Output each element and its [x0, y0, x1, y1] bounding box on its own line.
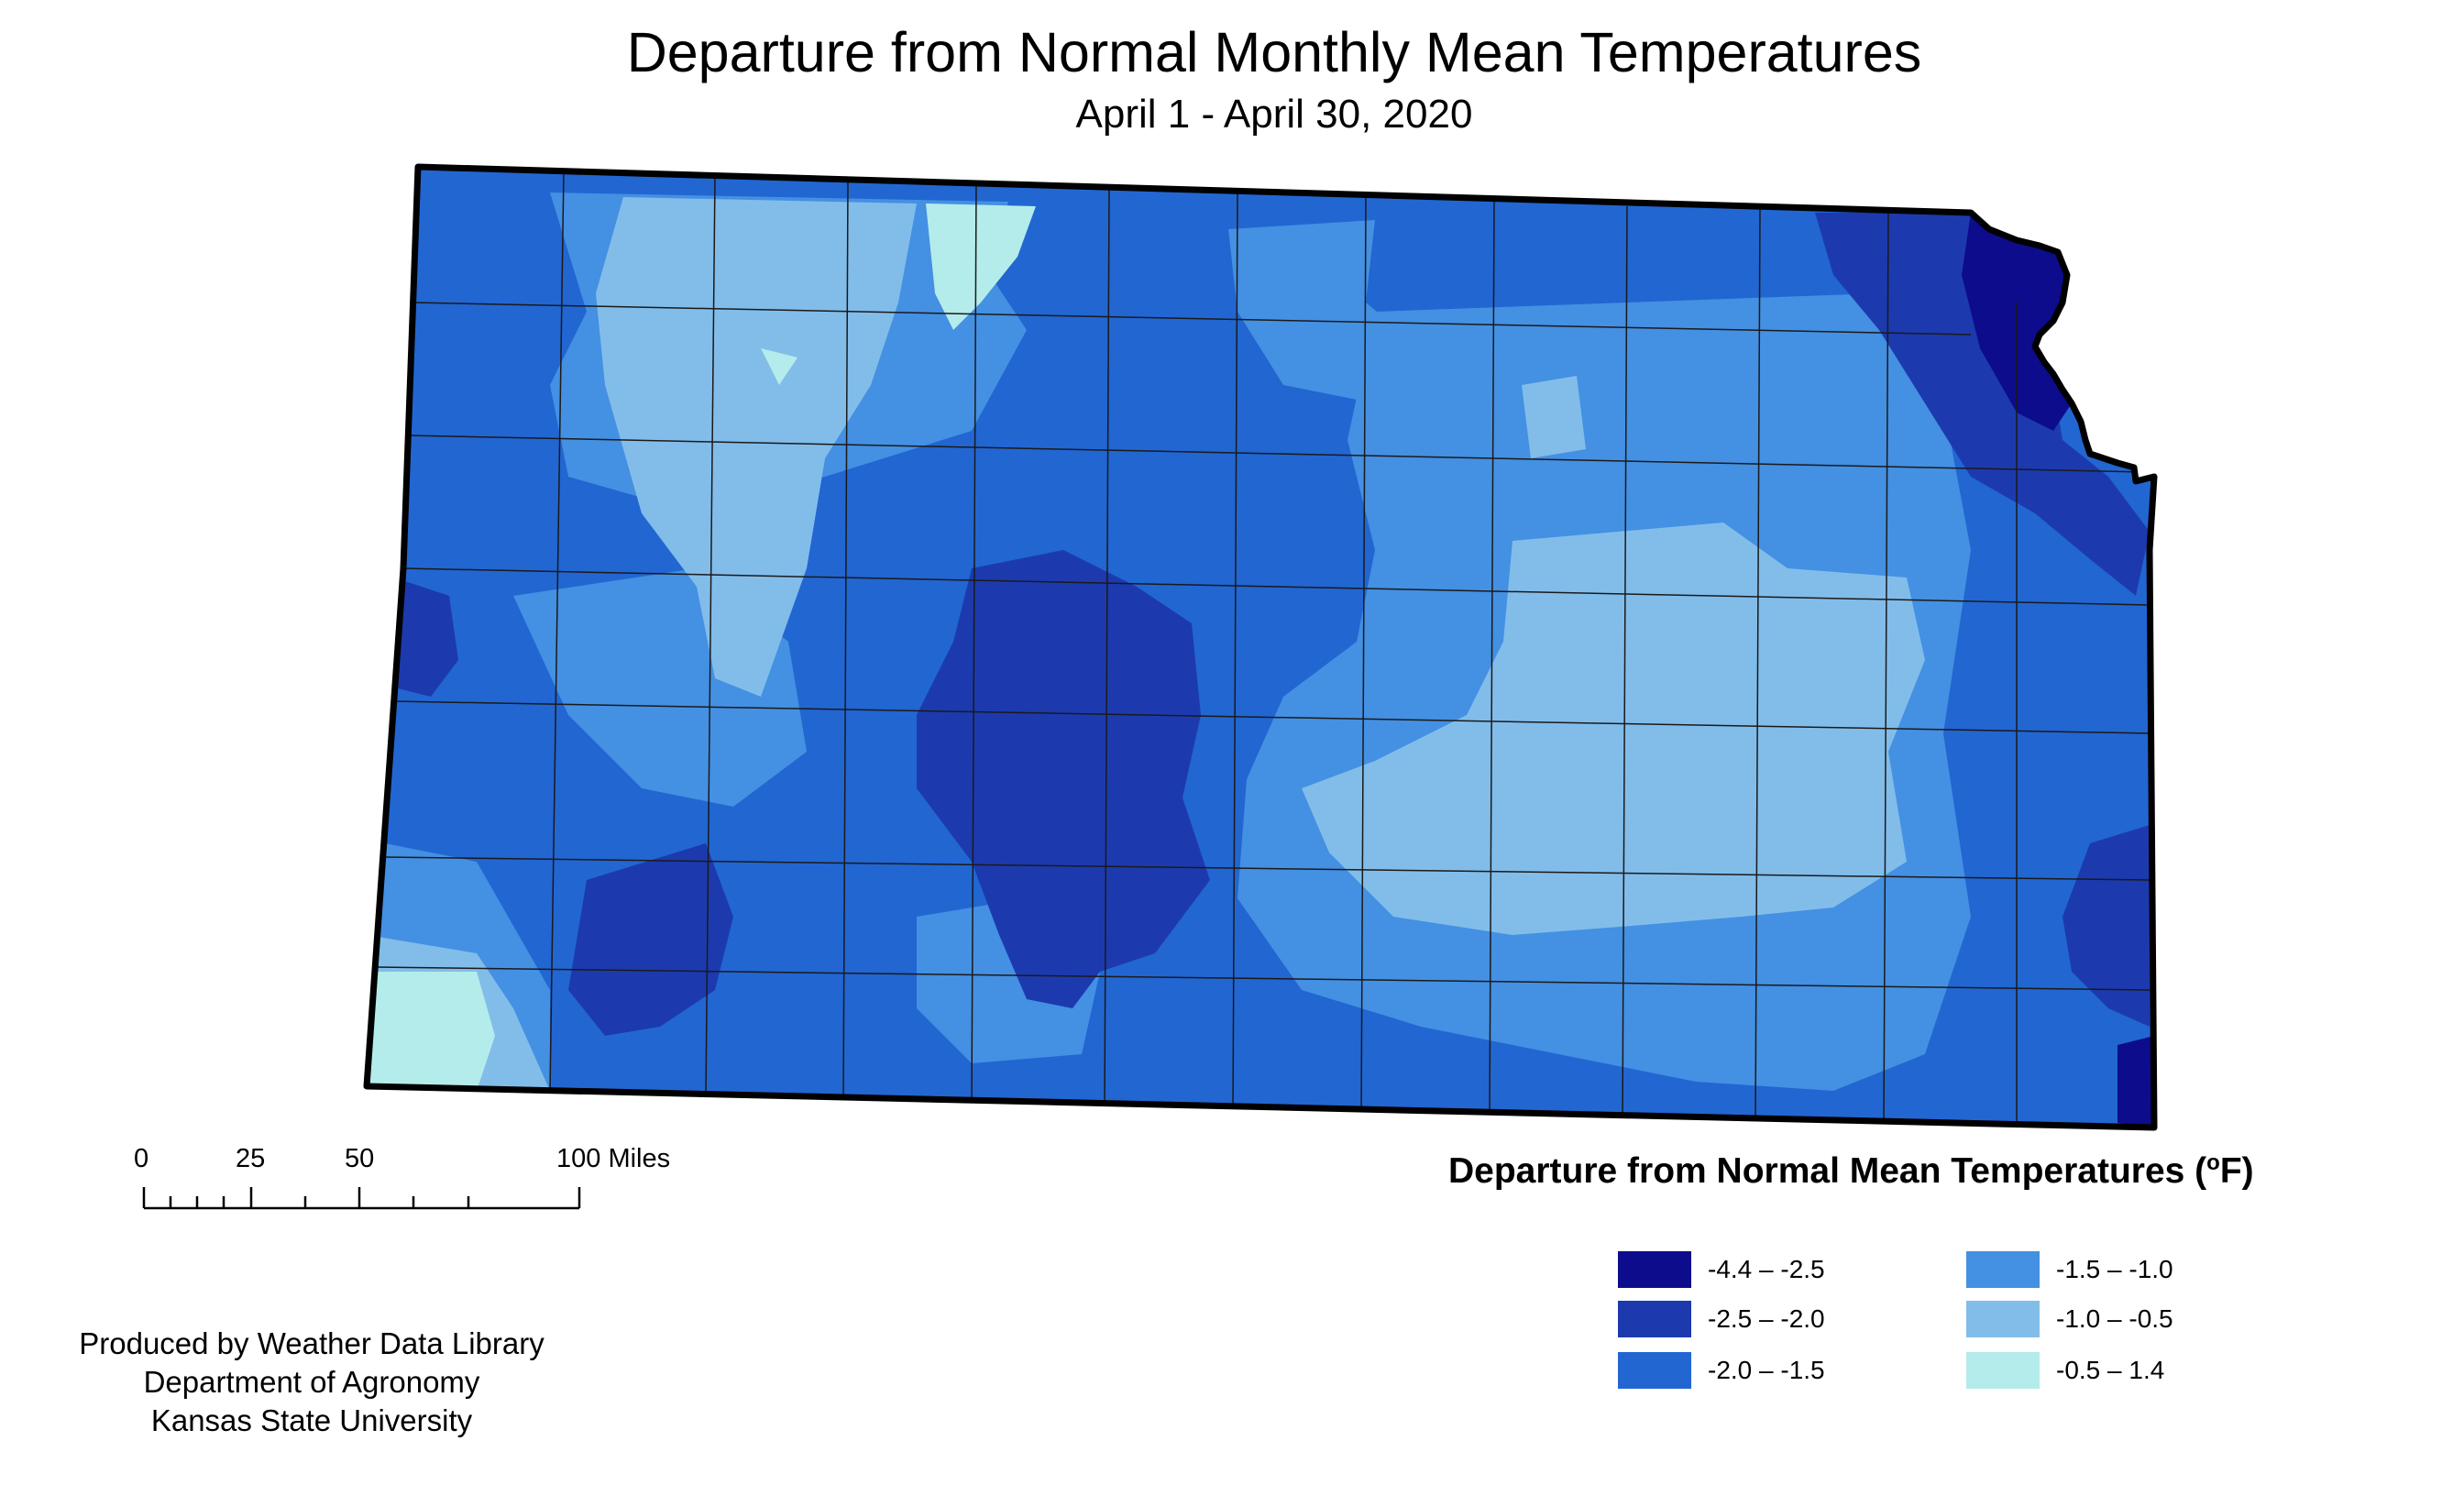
zone-dark-northeast: [1815, 213, 2150, 596]
credits-line-3: Kansas State University: [150, 1403, 473, 1437]
legend-swatch-1: [1618, 1251, 1691, 1288]
zone-dark-central: [917, 550, 1210, 1008]
county-line-col-6: [1232, 192, 1238, 1115]
legend-swatch-6: [1966, 1352, 2040, 1389]
county-line-col-11: [1883, 212, 1889, 1128]
county-line-col-1: [549, 169, 565, 1092]
zone-light-east: [1302, 522, 1925, 935]
legend-swatch-3: [1618, 1352, 1691, 1389]
legend-swatch-5: [1966, 1301, 2040, 1337]
temperature-zones: [367, 167, 2154, 1128]
county-line-row-1: [412, 302, 1972, 336]
county-line-row-6: [375, 966, 2150, 991]
county-line-row-4: [393, 700, 2150, 734]
county-lines: [375, 169, 2150, 1128]
legend-label-6: -0.5 – 1.4: [2056, 1356, 2165, 1384]
county-line-col-4: [971, 182, 977, 1106]
zone-dark-west: [394, 578, 458, 697]
credits-line-2: Department of Agronomy: [143, 1365, 480, 1399]
county-line-col-3: [842, 178, 849, 1101]
scale-label-50: 50: [345, 1144, 375, 1173]
zone-lightest-southwest: [367, 972, 495, 1091]
county-line-col-7: [1360, 196, 1367, 1119]
county-line-row-3: [402, 567, 2150, 606]
county-line-col-5: [1104, 187, 1110, 1110]
zone-dark-southwest: [568, 843, 733, 1036]
zone-lightest-small: [761, 348, 798, 385]
scale-label-100: 100 Miles: [556, 1144, 671, 1173]
zone-dark-east: [2062, 825, 2150, 1027]
legend-label-4: -1.5 – -1.0: [2056, 1255, 2173, 1283]
legend-label-5: -1.0 – -0.5: [2056, 1304, 2173, 1333]
county-line-row-2: [407, 434, 2146, 473]
legend-title-unit: F): [2219, 1151, 2254, 1191]
credits: Produced by Weather Data Library Departm…: [37, 1325, 587, 1440]
legend-title-text: Departure from Normal Mean Temperatures …: [1448, 1151, 2207, 1191]
zone-light-northwest: [596, 197, 917, 697]
county-line-col-8: [1489, 201, 1495, 1121]
scale-bar: [142, 1187, 581, 1210]
legend-label-1: -4.4 – -2.5: [1708, 1255, 1825, 1283]
county-line-col-2: [705, 173, 716, 1096]
legend-swatch-4: [1966, 1251, 2040, 1288]
scale-label-0: 0: [134, 1144, 149, 1173]
credits-line-1: Produced by Weather Data Library: [79, 1326, 544, 1360]
zone-lightest-north: [926, 204, 1036, 330]
county-line-col-9: [1622, 205, 1628, 1124]
county-line-col-10: [1754, 208, 1761, 1127]
map-subtitle: April 1 - April 30, 2020: [1075, 92, 1473, 137]
scale-label-25: 25: [236, 1144, 266, 1173]
zone-light-northeast: [1522, 376, 1586, 458]
legend-title-degree: o: [2206, 1150, 2220, 1175]
zone-darkest-southeast: [2118, 1036, 2154, 1128]
kansas-state-outline: [363, 163, 2158, 1131]
county-line-row-5: [384, 856, 2150, 881]
legend-label-3: -2.0 – -1.5: [1708, 1356, 1825, 1384]
legend-title: Departure from Normal Mean Temperatures …: [1448, 1150, 2254, 1192]
legend-label-2: -2.5 – -2.0: [1708, 1304, 1825, 1333]
legend-swatch-2: [1618, 1301, 1691, 1337]
map-title: Departure from Normal Monthly Mean Tempe…: [626, 21, 1922, 83]
